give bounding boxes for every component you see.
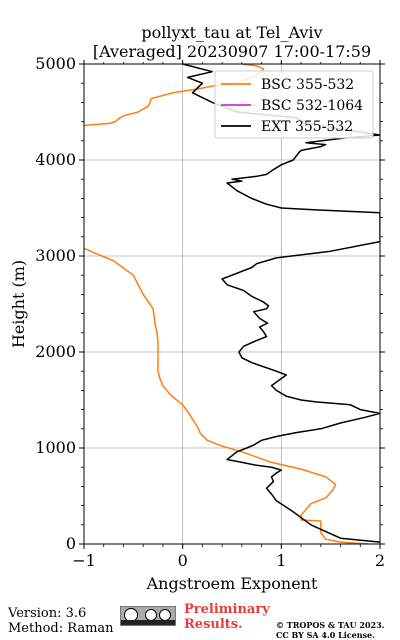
license-strip <box>121 620 175 625</box>
x-axis-label: Angstroem Exponent <box>146 574 318 593</box>
chart: pollyxt_tau at Tel_Aviv [Averaged] 20230… <box>9 23 385 593</box>
y-tick-label: 1000 <box>35 438 76 457</box>
legend-label: BSC 532-1064 <box>261 98 363 114</box>
x-tick-labels: −1 0 1 2 <box>72 551 385 570</box>
method-text: Method: Raman <box>8 621 114 636</box>
y-tick-label: 4000 <box>35 150 76 169</box>
legend-label: BSC 355-532 <box>261 77 354 93</box>
y-axis-label: Height (m) <box>9 260 28 348</box>
series-line-3 <box>182 64 380 543</box>
legend-box <box>214 70 374 139</box>
x-tick-label: −1 <box>72 551 96 570</box>
license-note: © TROPOS & TAU 2023. CC BY SA 4.0 Licens… <box>276 620 384 640</box>
preliminary-line1: Preliminary <box>184 602 270 617</box>
legend: BSC 355-532 BSC 532-1064 EXT 355-532 <box>214 70 374 139</box>
license-line1: © TROPOS & TAU 2023. <box>276 620 385 630</box>
version-text: Version: 3.6 <box>8 606 87 621</box>
footer-version-block: Version: 3.6 Method: Raman <box>8 606 114 636</box>
preliminary-line2: Results. <box>184 617 243 632</box>
y-tick-label: 5000 <box>35 54 76 73</box>
ticks <box>79 60 385 549</box>
y-tick-labels: 0 1000 2000 3000 4000 5000 <box>35 54 76 553</box>
x-tick-label: 0 <box>178 551 188 570</box>
legend-label: EXT 355-532 <box>261 119 353 135</box>
x-tick-label: 2 <box>375 551 385 570</box>
license-line2: CC BY SA 4.0 License. <box>276 630 375 640</box>
y-tick-label: 0 <box>66 534 76 553</box>
chart-title-line2: [Averaged] 20230907 17:00-17:59 <box>93 42 371 61</box>
plot-frame <box>83 63 381 545</box>
series-line-0 <box>84 247 369 544</box>
x-tick-label: 1 <box>276 551 286 570</box>
preliminary-results-note: Preliminary Results. <box>184 602 270 632</box>
y-tick-label: 2000 <box>35 342 76 361</box>
chart-title-line1: pollyxt_tau at Tel_Aviv <box>141 23 322 42</box>
y-tick-label: 3000 <box>35 246 76 265</box>
creative-commons-by-sa-logo <box>120 606 176 626</box>
